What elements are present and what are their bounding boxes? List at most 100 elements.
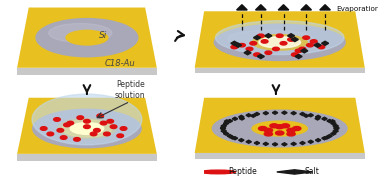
Polygon shape bbox=[239, 139, 244, 142]
Polygon shape bbox=[308, 114, 313, 117]
Circle shape bbox=[273, 47, 279, 51]
Circle shape bbox=[84, 119, 90, 123]
Polygon shape bbox=[322, 41, 328, 45]
Polygon shape bbox=[254, 36, 260, 40]
Polygon shape bbox=[195, 11, 365, 68]
Circle shape bbox=[77, 116, 84, 119]
Circle shape bbox=[257, 34, 264, 37]
Polygon shape bbox=[291, 142, 296, 145]
Polygon shape bbox=[17, 68, 157, 75]
Polygon shape bbox=[327, 134, 332, 138]
Ellipse shape bbox=[214, 24, 346, 61]
Circle shape bbox=[110, 125, 117, 129]
Circle shape bbox=[303, 36, 310, 39]
Ellipse shape bbox=[36, 18, 138, 57]
Circle shape bbox=[90, 132, 97, 136]
Circle shape bbox=[97, 114, 104, 118]
Circle shape bbox=[276, 125, 284, 129]
Polygon shape bbox=[195, 153, 365, 159]
Polygon shape bbox=[272, 143, 278, 146]
Ellipse shape bbox=[32, 109, 142, 148]
Ellipse shape bbox=[32, 94, 142, 145]
Polygon shape bbox=[17, 8, 157, 68]
Text: Salt: Salt bbox=[305, 167, 320, 176]
Polygon shape bbox=[301, 49, 308, 53]
Polygon shape bbox=[277, 170, 312, 174]
Polygon shape bbox=[246, 140, 251, 143]
Circle shape bbox=[94, 129, 100, 132]
Polygon shape bbox=[300, 112, 305, 115]
Circle shape bbox=[307, 43, 313, 47]
Circle shape bbox=[259, 127, 267, 131]
Polygon shape bbox=[17, 98, 157, 154]
Polygon shape bbox=[246, 114, 251, 117]
Circle shape bbox=[57, 129, 64, 132]
Circle shape bbox=[74, 138, 80, 141]
Polygon shape bbox=[320, 5, 330, 10]
Polygon shape bbox=[223, 122, 229, 125]
Ellipse shape bbox=[62, 120, 112, 137]
Circle shape bbox=[295, 49, 302, 52]
Ellipse shape bbox=[215, 21, 344, 55]
Circle shape bbox=[276, 34, 283, 37]
Circle shape bbox=[281, 124, 290, 128]
Polygon shape bbox=[263, 112, 268, 115]
Circle shape bbox=[40, 127, 47, 130]
Polygon shape bbox=[17, 154, 157, 161]
Ellipse shape bbox=[212, 110, 348, 148]
Polygon shape bbox=[315, 115, 321, 118]
Polygon shape bbox=[301, 5, 311, 10]
Polygon shape bbox=[230, 136, 235, 139]
Polygon shape bbox=[322, 137, 327, 140]
Polygon shape bbox=[322, 117, 327, 120]
Polygon shape bbox=[331, 132, 336, 135]
Circle shape bbox=[265, 51, 272, 54]
Polygon shape bbox=[239, 117, 245, 120]
Polygon shape bbox=[288, 34, 294, 38]
Text: Peptide: Peptide bbox=[228, 167, 257, 176]
Circle shape bbox=[64, 123, 70, 127]
Circle shape bbox=[107, 119, 113, 123]
Circle shape bbox=[239, 43, 245, 47]
Polygon shape bbox=[254, 142, 260, 145]
Polygon shape bbox=[295, 54, 302, 58]
Circle shape bbox=[201, 170, 235, 174]
Ellipse shape bbox=[228, 30, 313, 47]
Polygon shape bbox=[239, 115, 244, 118]
Polygon shape bbox=[282, 111, 287, 114]
Polygon shape bbox=[232, 137, 238, 140]
Polygon shape bbox=[291, 112, 296, 115]
Polygon shape bbox=[334, 127, 339, 130]
Circle shape bbox=[250, 42, 257, 45]
Polygon shape bbox=[221, 124, 226, 127]
Polygon shape bbox=[333, 124, 338, 127]
Circle shape bbox=[276, 131, 284, 135]
Polygon shape bbox=[227, 119, 232, 123]
Polygon shape bbox=[220, 126, 226, 129]
Polygon shape bbox=[272, 111, 278, 114]
Polygon shape bbox=[221, 130, 226, 133]
Polygon shape bbox=[224, 120, 229, 123]
Circle shape bbox=[293, 127, 301, 131]
Circle shape bbox=[291, 53, 298, 56]
Polygon shape bbox=[235, 43, 242, 47]
Polygon shape bbox=[327, 119, 332, 123]
Polygon shape bbox=[315, 117, 320, 120]
Text: C18-Au: C18-Au bbox=[105, 59, 136, 68]
Ellipse shape bbox=[65, 30, 108, 46]
Polygon shape bbox=[223, 132, 229, 135]
Polygon shape bbox=[195, 68, 365, 73]
Polygon shape bbox=[237, 5, 247, 10]
Ellipse shape bbox=[57, 118, 117, 139]
Circle shape bbox=[117, 134, 124, 138]
Circle shape bbox=[104, 132, 110, 136]
Circle shape bbox=[287, 132, 295, 136]
Polygon shape bbox=[333, 130, 338, 133]
Text: Peptide
solution: Peptide solution bbox=[115, 80, 146, 100]
Circle shape bbox=[299, 47, 306, 51]
Polygon shape bbox=[227, 134, 232, 138]
Circle shape bbox=[288, 38, 294, 41]
Circle shape bbox=[84, 125, 90, 129]
Ellipse shape bbox=[259, 37, 301, 48]
Circle shape bbox=[310, 40, 317, 43]
